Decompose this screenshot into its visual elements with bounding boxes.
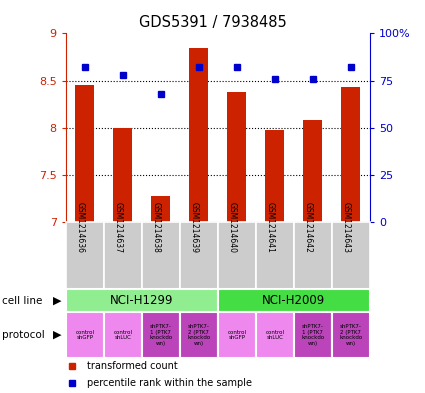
Text: control
shGFP: control shGFP [227,330,246,340]
Bar [256,312,294,358]
Bar [104,312,142,358]
Bar [113,128,132,222]
Text: NCI-H1299: NCI-H1299 [110,294,173,307]
Text: GSM1214637: GSM1214637 [114,202,123,253]
Bar [142,312,180,358]
Text: transformed count: transformed count [87,361,178,371]
Bar [189,48,208,222]
Bar [341,87,360,222]
Text: NCI-H2009: NCI-H2009 [262,294,326,307]
Text: shPTK7-
2 (PTK7
knockdo
wn): shPTK7- 2 (PTK7 knockdo wn) [339,324,363,346]
Bar [66,289,218,312]
Text: percentile rank within the sample: percentile rank within the sample [87,378,252,387]
Text: GSM1214643: GSM1214643 [342,202,351,253]
Text: GSM1214636: GSM1214636 [76,202,85,253]
Text: cell line: cell line [2,296,42,306]
Bar [256,222,294,289]
Bar [104,222,142,289]
Bar [218,312,256,358]
Bar [180,222,218,289]
Bar [227,92,246,222]
Bar [75,85,94,222]
Text: shPTK7-
1 (PTK7
knockdo
wn): shPTK7- 1 (PTK7 knockdo wn) [149,324,173,346]
Text: control
shLUC: control shLUC [113,330,132,340]
Text: control
shGFP: control shGFP [75,330,94,340]
Bar [265,130,284,222]
Text: ▶: ▶ [53,296,62,306]
Text: shPTK7-
2 (PTK7
knockdo
wn): shPTK7- 2 (PTK7 knockdo wn) [187,324,210,346]
Text: GSM1214638: GSM1214638 [152,202,161,253]
Text: protocol: protocol [2,330,45,340]
Bar [294,312,332,358]
Bar [180,312,218,358]
Text: GSM1214639: GSM1214639 [190,202,199,253]
Bar [151,196,170,222]
Bar [294,222,332,289]
Bar [218,222,256,289]
Text: GDS5391 / 7938485: GDS5391 / 7938485 [139,15,286,30]
Text: ▶: ▶ [53,330,62,340]
Bar [66,222,104,289]
Bar [142,222,180,289]
Text: control
shLUC: control shLUC [265,330,284,340]
Bar [332,222,370,289]
Bar [218,289,370,312]
Text: GSM1214640: GSM1214640 [228,202,237,253]
Bar [66,312,104,358]
Bar [303,120,322,222]
Text: GSM1214641: GSM1214641 [266,202,275,253]
Text: shPTK7-
1 (PTK7
knockdo
wn): shPTK7- 1 (PTK7 knockdo wn) [301,324,324,346]
Bar [332,312,370,358]
Text: GSM1214642: GSM1214642 [304,202,313,253]
